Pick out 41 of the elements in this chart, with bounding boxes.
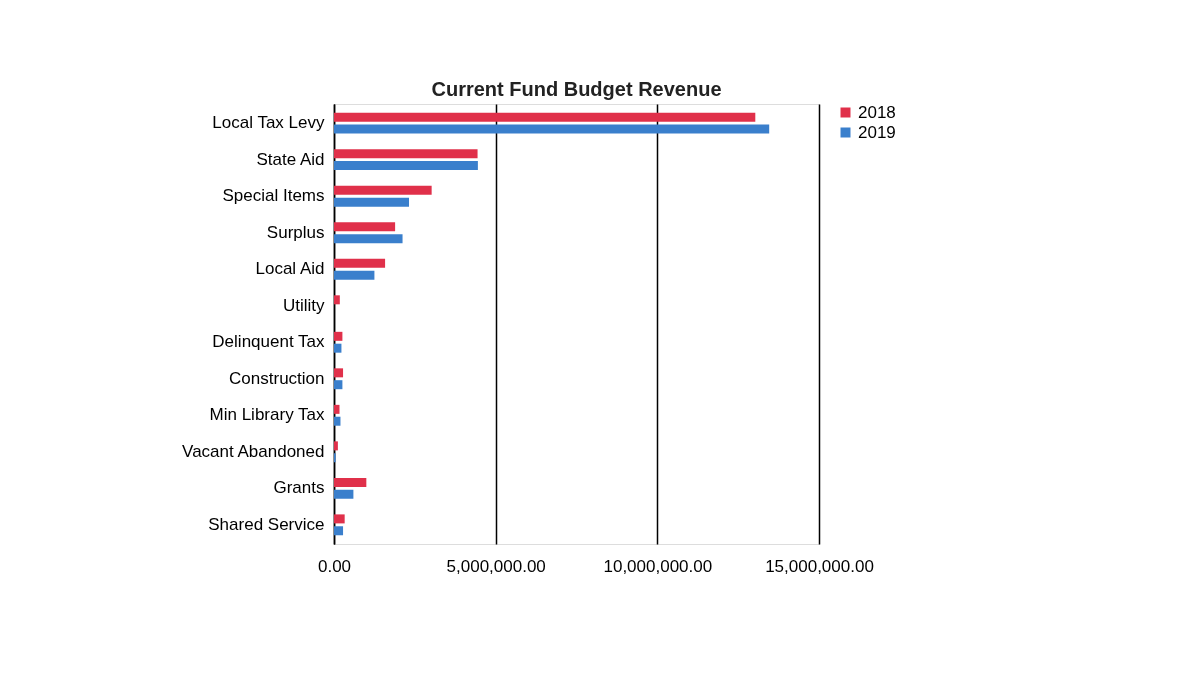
bar bbox=[334, 161, 478, 171]
y-tick-label: Local Tax Levy bbox=[212, 113, 325, 133]
y-tick-label: Vacant Abandoned bbox=[182, 441, 325, 461]
bar bbox=[334, 416, 341, 426]
chart-title: Current Fund Budget Revenue bbox=[431, 78, 722, 100]
y-tick-label: Delinquent Tax bbox=[212, 332, 325, 352]
y-tick-label: Construction bbox=[229, 368, 325, 388]
y-tick-label: Utility bbox=[282, 295, 325, 315]
bar bbox=[334, 441, 338, 451]
bar bbox=[334, 124, 770, 134]
bar bbox=[334, 526, 344, 536]
y-tick-label: Min Library Tax bbox=[209, 405, 325, 425]
y-tick-label: Special Items bbox=[222, 186, 325, 206]
bar bbox=[334, 149, 478, 159]
x-tick-label: 10,000,000.00 bbox=[603, 556, 713, 576]
bar bbox=[334, 380, 343, 390]
bar bbox=[334, 197, 410, 207]
bar bbox=[334, 331, 343, 341]
bar bbox=[334, 258, 386, 268]
bar bbox=[334, 185, 432, 195]
y-tick-label: Grants bbox=[273, 478, 325, 498]
bar bbox=[334, 234, 403, 244]
bar bbox=[334, 477, 367, 487]
bar bbox=[334, 489, 354, 499]
bar bbox=[334, 270, 375, 280]
y-tick-label: Local Aid bbox=[255, 259, 325, 279]
bar bbox=[334, 295, 340, 305]
bar bbox=[334, 343, 342, 353]
x-tick-label: 15,000,000.00 bbox=[765, 556, 874, 576]
legend-label: 2019 bbox=[858, 122, 896, 142]
x-tick-label: 5,000,000.00 bbox=[446, 556, 546, 576]
bar bbox=[334, 368, 344, 378]
y-tick-label: Surplus bbox=[266, 222, 325, 242]
bar bbox=[334, 514, 345, 524]
x-tick-label: 0.00 bbox=[317, 556, 352, 576]
y-tick-label: Shared Service bbox=[208, 514, 325, 534]
legend-label: 2018 bbox=[858, 102, 896, 122]
bar bbox=[334, 112, 756, 122]
bar bbox=[334, 404, 340, 414]
bar bbox=[334, 222, 396, 232]
y-tick-label: State Aid bbox=[256, 149, 325, 169]
